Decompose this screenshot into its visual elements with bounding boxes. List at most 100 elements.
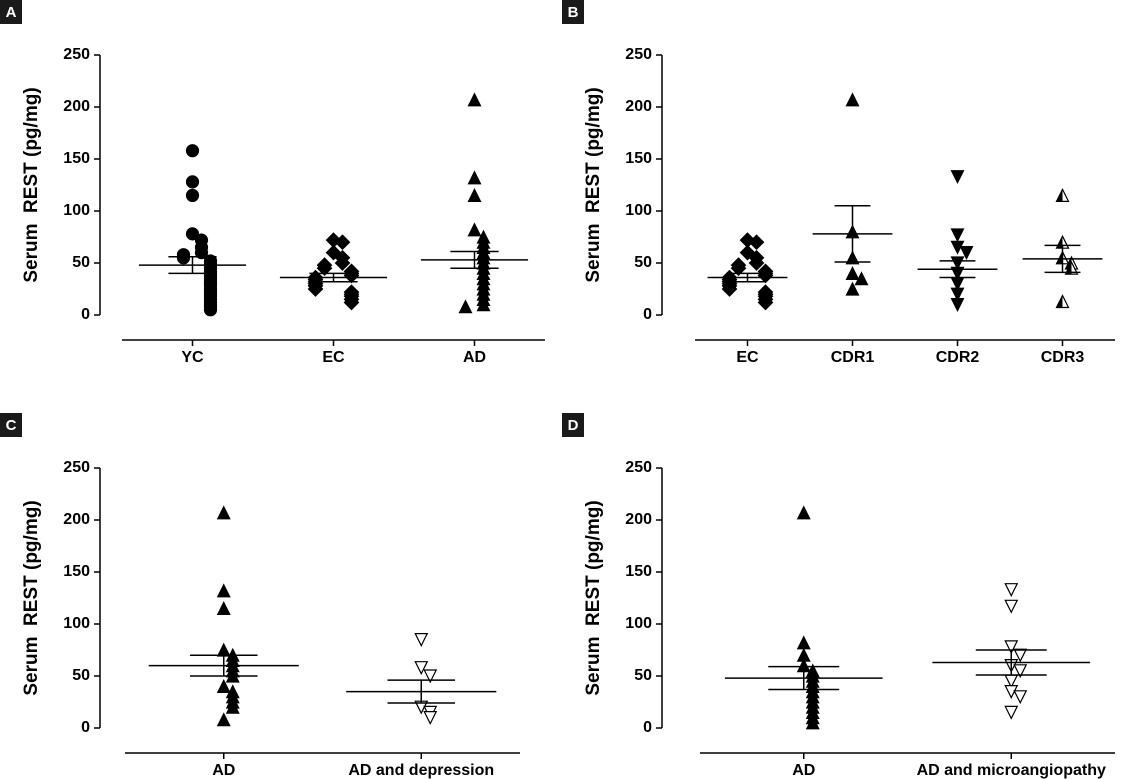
data-point <box>845 281 860 296</box>
y-tick-label: 250 <box>63 459 90 476</box>
data-point <box>845 92 860 107</box>
x-tick-label: AD <box>463 349 486 366</box>
y-tick-label: 150 <box>625 150 652 167</box>
y-tick-label: 150 <box>63 563 90 580</box>
panel-label-box <box>562 0 584 24</box>
data-point <box>796 505 811 520</box>
data-point <box>854 271 869 286</box>
x-tick-label: AD and microangiopathy <box>917 762 1106 779</box>
panel: D 0 50 100 150 200 250 Serum REST (pg/mg) AD AD a… <box>562 413 1115 779</box>
data-point <box>185 144 200 158</box>
data-point <box>343 294 360 311</box>
y-tick-label: 50 <box>634 667 652 684</box>
x-tick-label: EC <box>322 349 345 366</box>
y-tick-label: 200 <box>625 98 652 115</box>
y-tick-label: 0 <box>643 306 652 323</box>
panel-label-box <box>0 413 22 437</box>
y-tick-label: 200 <box>625 511 652 528</box>
data-point <box>185 188 200 202</box>
y-tick-label: 150 <box>63 150 90 167</box>
y-tick-label: 150 <box>625 563 652 580</box>
panel-label: A <box>6 4 17 21</box>
panel: C 0 50 100 150 200 250 Serum REST (pg/mg) AD AD a… <box>0 413 520 779</box>
data-point <box>414 661 429 676</box>
data-point <box>950 228 965 243</box>
data-point <box>216 712 231 727</box>
x-tick-label: YC <box>181 349 204 366</box>
data-point <box>467 188 482 202</box>
data-point <box>423 669 438 684</box>
x-tick-label: AD and depression <box>348 762 494 779</box>
data-point <box>216 505 231 520</box>
y-tick-label: 50 <box>634 254 652 271</box>
data-point <box>467 92 482 107</box>
data-point <box>216 679 231 693</box>
data-point <box>1013 690 1028 705</box>
data-point <box>458 299 473 314</box>
data-point <box>959 246 974 260</box>
data-point <box>185 175 200 189</box>
y-tick-label: 0 <box>643 719 652 736</box>
y-axis-label: Serum REST (pg/mg) <box>583 87 604 282</box>
x-tick-label: AD <box>212 762 235 779</box>
data-point <box>805 715 820 730</box>
y-tick-label: 0 <box>81 719 90 736</box>
y-tick-label: 200 <box>63 511 90 528</box>
y-tick-label: 250 <box>625 46 652 63</box>
data-point <box>748 255 765 271</box>
y-tick-label: 250 <box>625 459 652 476</box>
data-point <box>176 251 191 265</box>
y-tick-label: 200 <box>63 98 90 115</box>
data-point <box>1055 188 1070 202</box>
panel-label: D <box>568 417 579 434</box>
y-tick-label: 100 <box>625 202 652 219</box>
data-point <box>334 234 351 251</box>
y-tick-label: 100 <box>63 202 90 219</box>
data-point <box>796 635 811 650</box>
data-point <box>467 222 482 237</box>
panel-label-box <box>0 0 22 24</box>
data-point <box>316 260 333 277</box>
data-point <box>216 601 231 615</box>
panel-label: B <box>568 4 579 21</box>
data-point <box>185 227 200 241</box>
data-point <box>216 642 231 657</box>
data-point <box>1004 640 1019 655</box>
y-tick-label: 0 <box>81 306 90 323</box>
y-tick-label: 100 <box>625 615 652 632</box>
data-point <box>203 303 218 317</box>
x-tick-label: CDR2 <box>936 349 980 366</box>
data-point <box>334 255 351 271</box>
y-tick-label: 250 <box>63 46 90 63</box>
y-axis-label: Serum REST (pg/mg) <box>21 500 42 695</box>
data-point <box>1055 294 1070 309</box>
data-point <box>1013 648 1028 663</box>
data-point <box>721 281 738 297</box>
data-point <box>414 633 429 647</box>
data-point <box>467 170 482 185</box>
y-axis-label: Serum REST (pg/mg) <box>21 87 42 282</box>
data-point <box>307 281 324 297</box>
data-point <box>950 298 965 312</box>
x-tick-label: AD <box>792 762 815 779</box>
data-point <box>1004 583 1019 598</box>
data-point <box>216 583 231 598</box>
data-point <box>845 266 860 280</box>
data-point <box>950 170 965 185</box>
x-tick-label: CDR3 <box>1041 349 1085 366</box>
data-point <box>225 699 240 714</box>
panel: B 0 50 100 150 200 250 Serum REST (pg/mg) EC CDR1… <box>562 0 1115 366</box>
x-tick-label: CDR1 <box>831 349 875 366</box>
data-point <box>1013 664 1028 679</box>
data-point <box>757 294 774 311</box>
panel-label: C <box>6 417 17 434</box>
data-point <box>1064 260 1079 275</box>
panel-label-box <box>562 413 584 437</box>
data-point <box>476 297 491 312</box>
y-tick-label: 50 <box>72 254 90 271</box>
data-point <box>1004 599 1019 614</box>
y-tick-label: 50 <box>72 667 90 684</box>
data-point <box>423 711 438 725</box>
data-point <box>950 287 965 302</box>
